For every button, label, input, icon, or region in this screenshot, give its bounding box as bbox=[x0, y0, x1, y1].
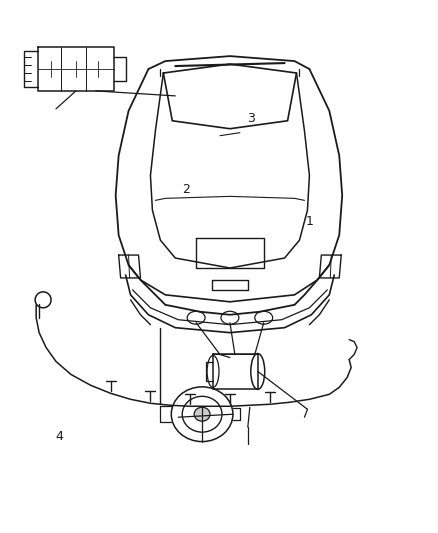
Ellipse shape bbox=[194, 407, 210, 421]
Text: 3: 3 bbox=[247, 111, 255, 125]
Text: 2: 2 bbox=[182, 183, 190, 196]
Text: 4: 4 bbox=[56, 430, 64, 443]
Text: 1: 1 bbox=[306, 215, 314, 228]
